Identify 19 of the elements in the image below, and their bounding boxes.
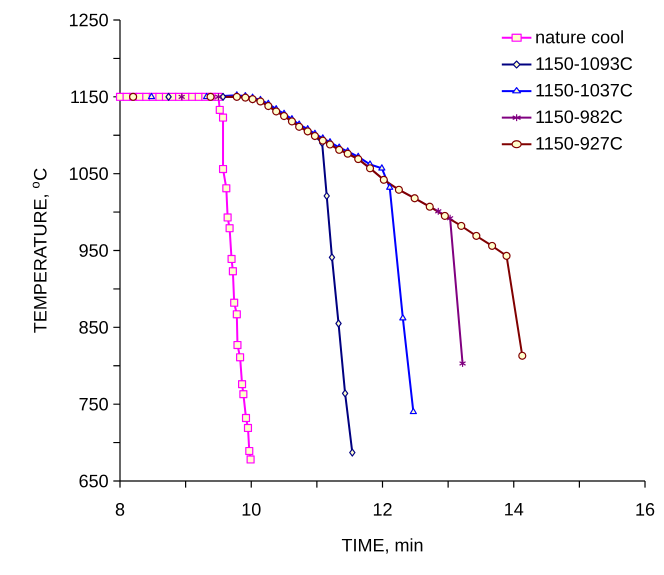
y-tick-label: 750 (80, 398, 108, 411)
legend-label: 1150-927C (536, 136, 622, 150)
x-axis-title: TIME, min (342, 538, 422, 554)
y-tick-label: 650 (80, 474, 108, 488)
y-tick-label: 850 (79, 320, 108, 334)
y-tick-label: 950 (79, 244, 108, 257)
x-tick-label: 14 (505, 503, 524, 516)
legend-label: 1150-982C (536, 110, 622, 124)
legend-label: 1150-1037C (536, 84, 632, 97)
x-tick-label: 12 (374, 503, 392, 516)
y-axis-title: TEMPERATURE, $^{o}$C (32, 168, 49, 333)
legend-label: 1150-1093C (536, 57, 632, 70)
x-tick-label: 16 (636, 503, 654, 516)
x-tick-label: 8 (116, 503, 124, 516)
legend-label: nature cool (536, 30, 623, 44)
x-tick-label: 10 (242, 503, 261, 516)
y-tick-label: 1050 (70, 167, 108, 180)
y-tick-label: 1250 (70, 14, 108, 26)
y-tick-label: 1150 (71, 90, 108, 104)
